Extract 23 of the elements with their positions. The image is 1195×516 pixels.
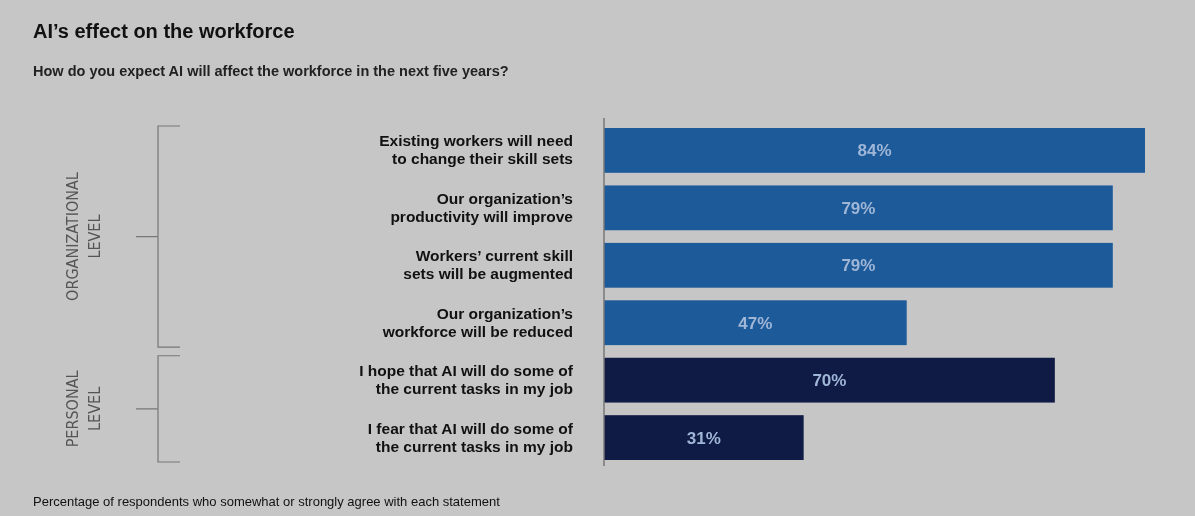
bar bbox=[604, 415, 804, 460]
text: AI’s effect on the workforce bbox=[33, 20, 295, 42]
bar bbox=[604, 185, 1113, 231]
text: Percentage of respondents who somewhat or strongly agree with each statement bbox=[33, 494, 501, 509]
data-label: 79% bbox=[841, 256, 876, 276]
y-tick-label: Our organization’s workforce will be reduced bbox=[381, 304, 573, 340]
text: PERSONAL LEVEL bbox=[63, 370, 104, 448]
y-tick-label: Workers’ current skill sets will be augmented bbox=[403, 247, 573, 283]
y-tick-label: I hope that AI will do some of the current tasks in my job bbox=[359, 362, 574, 398]
data-label: 31% bbox=[686, 428, 721, 448]
bar bbox=[604, 357, 1055, 403]
text: How do you expect AI will affect the workforce in the next five years? bbox=[33, 63, 509, 79]
data-label: 70% bbox=[812, 371, 847, 391]
y-tick-label: Existing workers will need to change their skill sets bbox=[379, 132, 573, 168]
bar bbox=[604, 128, 1145, 173]
bar bbox=[604, 242, 1113, 288]
bar bbox=[604, 300, 907, 346]
data-label: 47% bbox=[738, 313, 773, 333]
data-label: 79% bbox=[841, 198, 876, 218]
y-tick-label: Our organization’s productivity will improve bbox=[390, 189, 574, 225]
data-label: 84% bbox=[857, 141, 892, 161]
text: ORGANIZATIONAL LEVEL bbox=[63, 172, 104, 301]
y-tick-label: I fear that AI will do some of the current tasks in my job bbox=[367, 419, 574, 455]
